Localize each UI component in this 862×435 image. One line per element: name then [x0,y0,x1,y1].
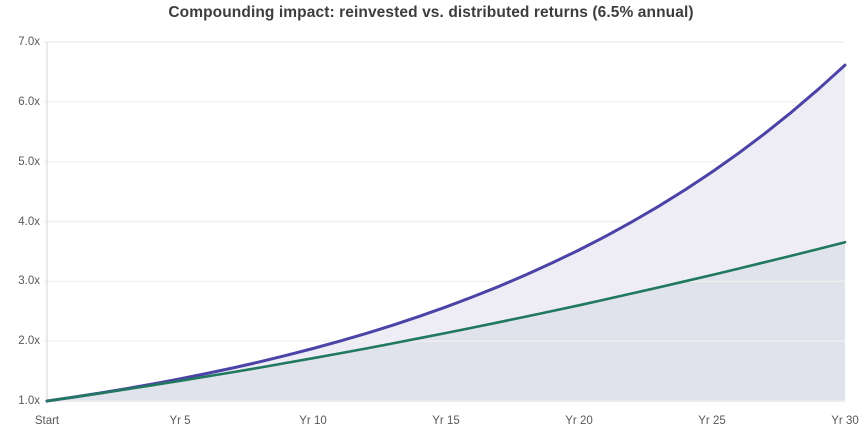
y-tick-label-6.0x: 6.0x [18,95,40,108]
y-tick-label-3.0x: 3.0x [18,275,40,288]
chart-title: Compounding impact: reinvested vs. distr… [168,4,694,21]
series-reinvested-area [47,65,845,402]
y-tick-label-5.0x: 5.0x [18,155,40,168]
series-distributed-line [45,240,847,403]
y-tick-label-2.0x: 2.0x [18,335,40,348]
x-tick-label-yr-30: Yr 30 [831,415,859,427]
x-tick-label-yr-15: Yr 15 [432,415,460,427]
x-tick-label-yr-5: Yr 5 [169,415,191,427]
x-tick-label-yr-10: Yr 10 [299,415,327,427]
y-tick-label-4.0x: 4.0x [18,215,40,228]
x-tick-label-yr-25: Yr 25 [698,415,726,427]
x-tick-label-yr-20: Yr 20 [565,415,593,427]
x-tick-label-start: Start [34,415,60,427]
series-reinvested-line [45,63,847,403]
series-distributed-area [47,242,845,402]
y-tick-label-1.0x: 1.0x [18,395,40,407]
y-tick-label-7.0x: 7.0x [18,36,40,48]
